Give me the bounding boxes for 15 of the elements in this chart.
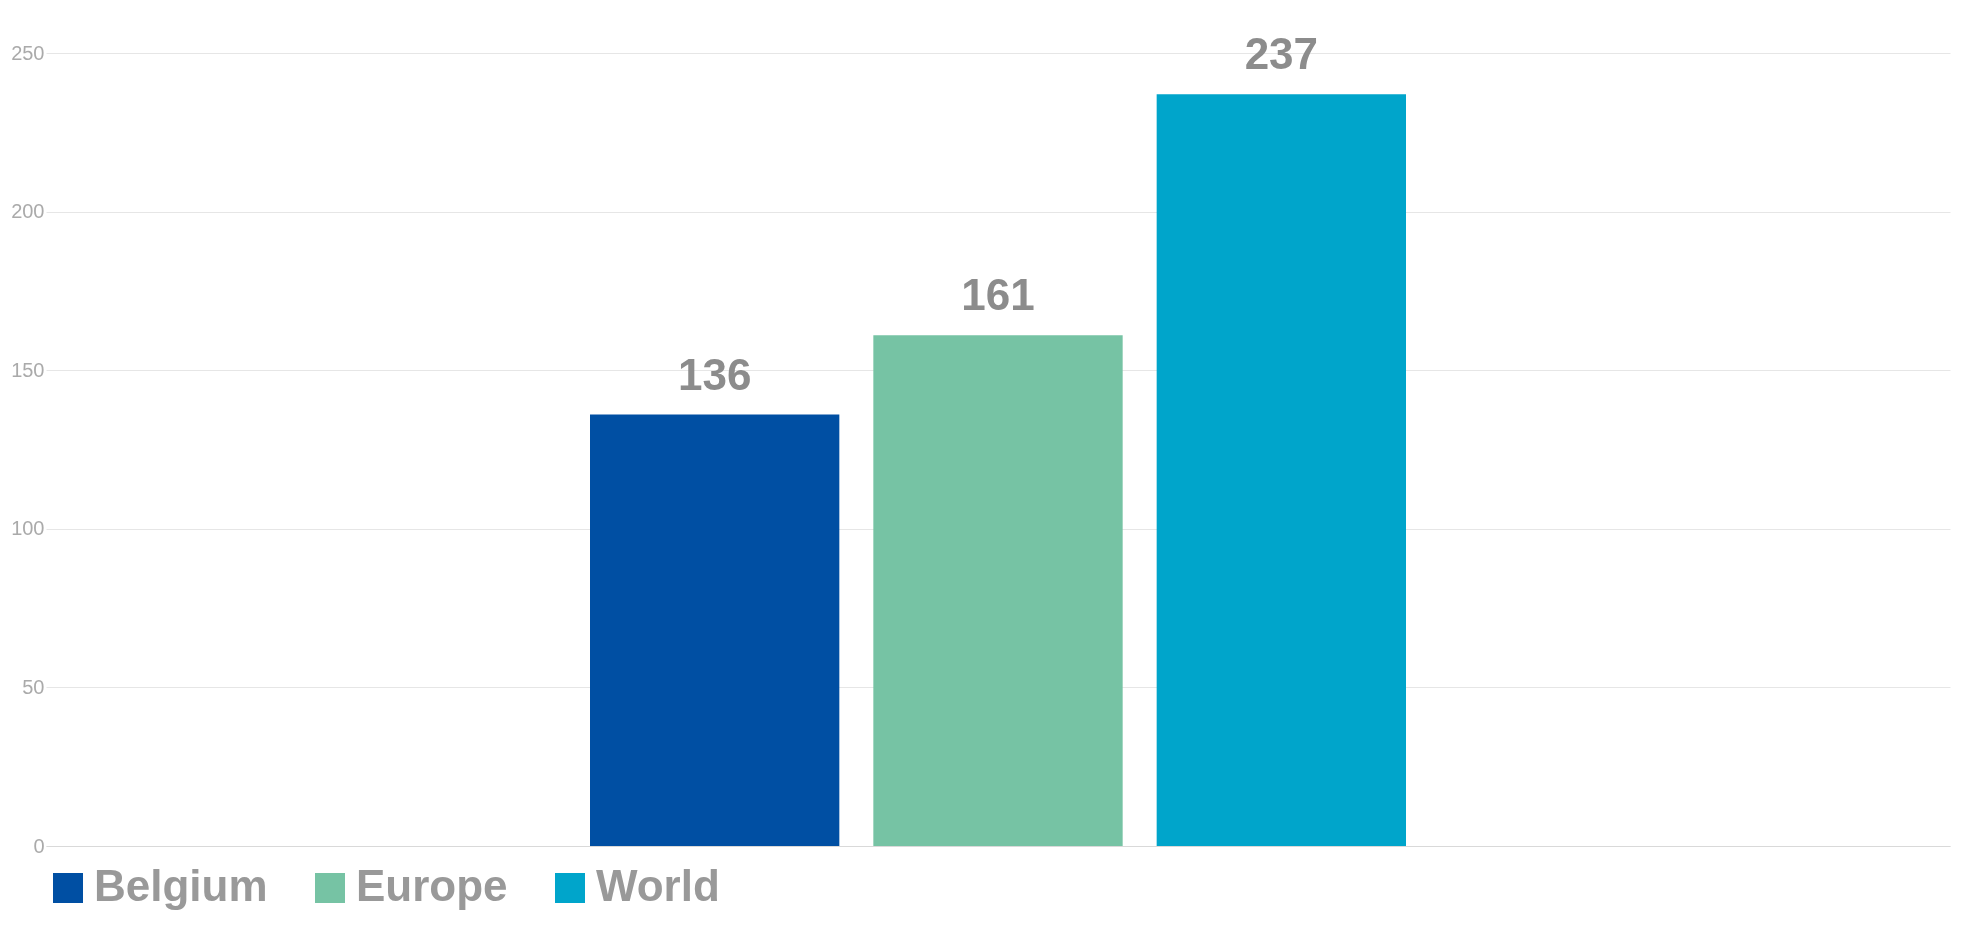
y-tick-label: 250: [11, 41, 45, 64]
bar: [1156, 94, 1406, 846]
bar: [873, 335, 1123, 846]
y-tick-label: 150: [11, 358, 45, 381]
data-label: 136: [677, 349, 752, 399]
data-label: 237: [1244, 29, 1319, 79]
y-tick-label: 200: [11, 200, 45, 223]
bar: [590, 414, 840, 846]
legend-label: Belgium: [94, 861, 268, 910]
data-label: 161: [961, 270, 1035, 320]
legend-label: Europe: [356, 861, 508, 910]
legend-label: World: [596, 861, 720, 910]
y-tick-label: 0: [33, 834, 45, 857]
y-tick-label: 50: [22, 675, 45, 698]
y-tick-label: 100: [11, 517, 45, 540]
